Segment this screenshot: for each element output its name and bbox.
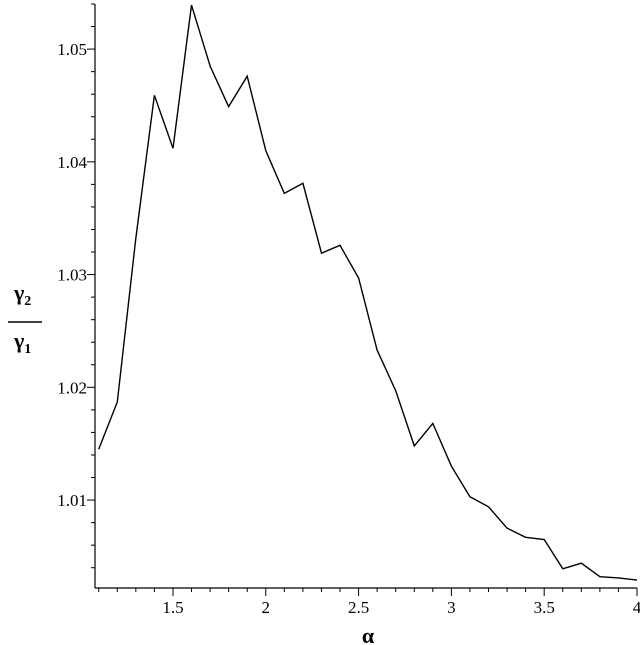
y-tick-label: 1.01 bbox=[57, 491, 87, 510]
y-tick-label: 1.05 bbox=[57, 40, 87, 59]
y-axis-ticks: 1.01 1.02 1.03 1.04 1.05 bbox=[57, 3, 95, 569]
y-axis-label-numerator: γ2 bbox=[13, 280, 31, 309]
x-tick-label: 3.5 bbox=[534, 598, 555, 617]
y-tick-label: 1.03 bbox=[57, 266, 87, 285]
y-axis-label-numerator-subscript: 2 bbox=[24, 294, 31, 309]
series-line bbox=[98, 4, 638, 581]
y-axis-label-denominator-symbol: γ bbox=[13, 328, 24, 353]
series-group bbox=[98, 4, 638, 581]
x-tick-label: 4 bbox=[633, 598, 640, 617]
y-axis-label-denominator-subscript: 1 bbox=[24, 342, 31, 357]
y-tick-label: 1.02 bbox=[57, 378, 87, 397]
x-axis-label: α bbox=[362, 623, 375, 645]
x-tick-label: 3 bbox=[447, 598, 456, 617]
axes bbox=[94, 4, 637, 589]
y-axis-label-denominator: γ1 bbox=[13, 328, 31, 357]
x-tick-label: 2.5 bbox=[348, 598, 369, 617]
y-axis-label-numerator-symbol: γ bbox=[13, 280, 24, 305]
x-tick-label: 1.5 bbox=[162, 598, 183, 617]
x-axis-ticks: 1.5 2 2.5 3 3.5 4 bbox=[98, 588, 640, 617]
y-axis-label: γ2 γ1 bbox=[8, 280, 42, 357]
y-tick-label: 1.04 bbox=[57, 153, 87, 172]
x-tick-label: 2 bbox=[262, 598, 271, 617]
